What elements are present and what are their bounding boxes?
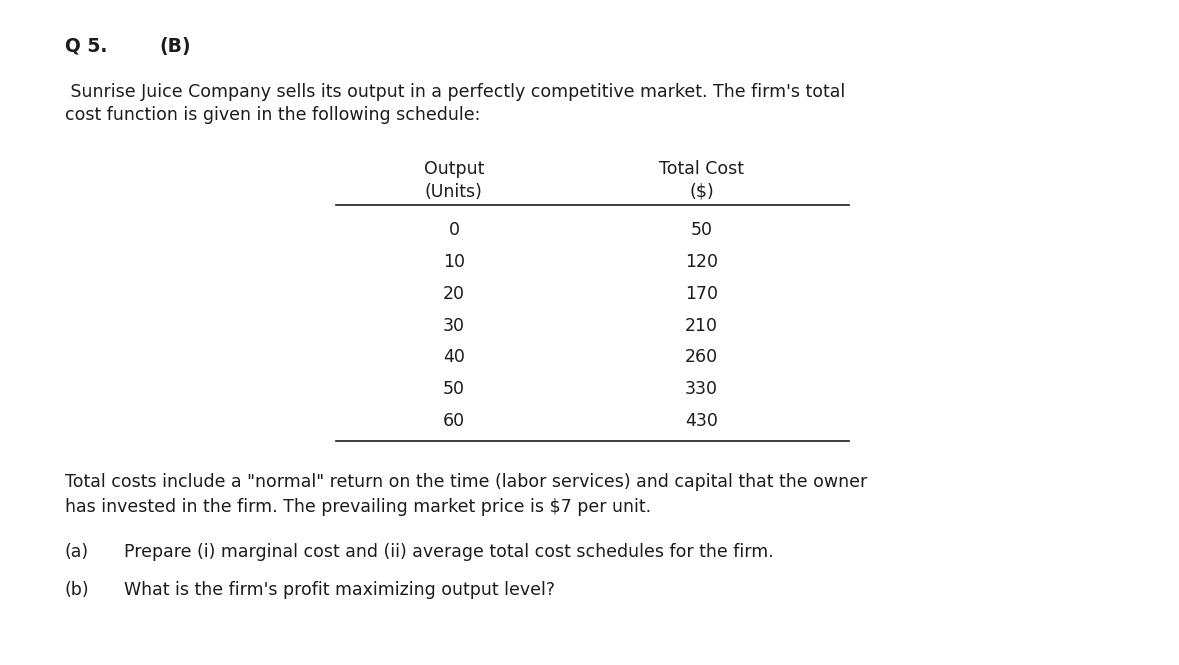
Text: 60: 60 [443, 412, 465, 430]
Text: 120: 120 [685, 253, 718, 271]
Text: What is the firm's profit maximizing output level?: What is the firm's profit maximizing out… [124, 581, 555, 599]
Text: Output: Output [423, 160, 485, 178]
Text: 10: 10 [443, 253, 465, 271]
Text: 330: 330 [685, 380, 718, 398]
Text: Sunrise Juice Company sells its output in a perfectly competitive market. The fi: Sunrise Juice Company sells its output i… [65, 83, 845, 101]
Text: Total costs include a "normal" return on the time (labor services) and capital t: Total costs include a "normal" return on… [65, 473, 867, 491]
Text: 0: 0 [448, 221, 460, 239]
Text: Total Cost: Total Cost [659, 160, 744, 178]
Text: cost function is given in the following schedule:: cost function is given in the following … [65, 106, 480, 124]
Text: 430: 430 [685, 412, 718, 430]
Text: (b): (b) [65, 581, 90, 599]
Text: 50: 50 [443, 380, 465, 398]
Text: Prepare (i) marginal cost and (ii) average total cost schedules for the firm.: Prepare (i) marginal cost and (ii) avera… [124, 543, 773, 561]
Text: has invested in the firm. The prevailing market price is $7 per unit.: has invested in the firm. The prevailing… [65, 498, 651, 516]
Text: 50: 50 [691, 221, 712, 239]
Text: ($): ($) [690, 183, 713, 201]
Text: Q 5.: Q 5. [65, 37, 107, 56]
Text: 30: 30 [443, 317, 465, 334]
Text: 210: 210 [685, 317, 718, 334]
Text: (Units): (Units) [424, 183, 483, 201]
Text: 40: 40 [443, 348, 465, 366]
Text: 260: 260 [685, 348, 718, 366]
Text: (B): (B) [159, 37, 191, 56]
Text: 170: 170 [685, 285, 718, 303]
Text: 20: 20 [443, 285, 465, 303]
Text: (a): (a) [65, 543, 88, 561]
